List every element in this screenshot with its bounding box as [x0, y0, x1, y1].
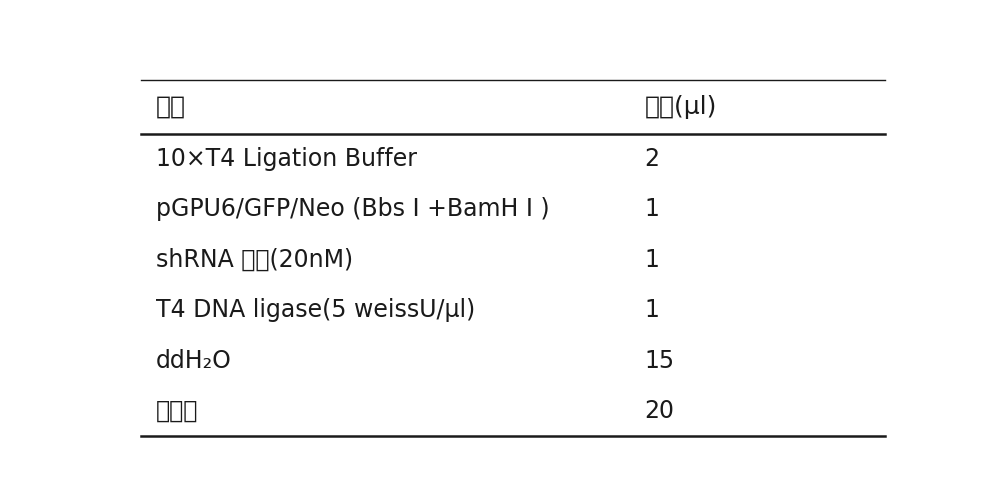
Text: ddH₂O: ddH₂O [156, 349, 232, 373]
Text: 2: 2 [644, 147, 659, 171]
Text: 总体积: 总体积 [156, 399, 198, 423]
Text: T4 DNA ligase(5 weissU/μl): T4 DNA ligase(5 weissU/μl) [156, 298, 475, 322]
Text: 1: 1 [644, 298, 659, 322]
Text: 1: 1 [644, 248, 659, 272]
Text: shRNA 片段(20nM): shRNA 片段(20nM) [156, 248, 353, 272]
Text: pGPU6/GFP/Neo (Bbs Ⅰ +BamH Ⅰ ): pGPU6/GFP/Neo (Bbs Ⅰ +BamH Ⅰ ) [156, 198, 550, 221]
Text: 10×T4 Ligation Buffer: 10×T4 Ligation Buffer [156, 147, 417, 171]
Text: 1: 1 [644, 198, 659, 221]
Text: 成分: 成分 [156, 95, 186, 119]
Text: 体积(μl): 体积(μl) [644, 95, 717, 119]
Text: 20: 20 [644, 399, 674, 423]
Text: 15: 15 [644, 349, 674, 373]
